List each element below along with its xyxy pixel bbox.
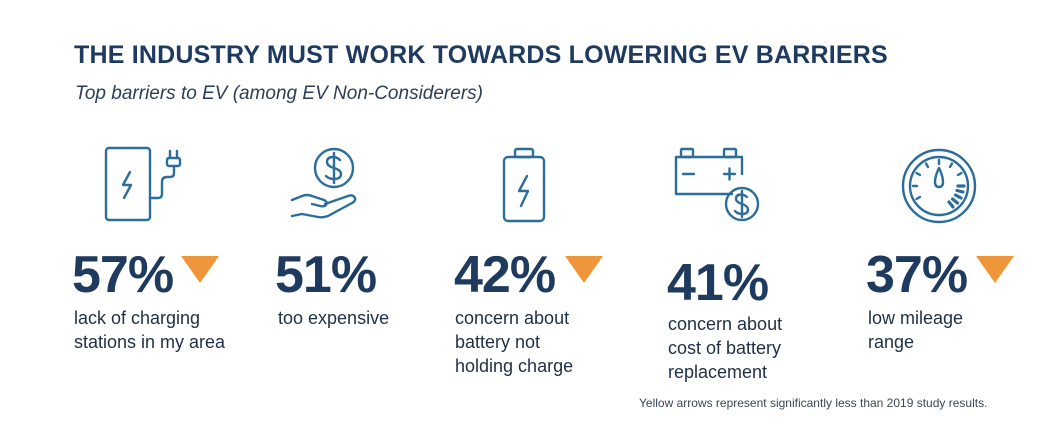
barrier-label-mileage: low mileage range (868, 308, 964, 352)
footnote: Yellow arrows represent significantly le… (639, 396, 988, 410)
page-subtitle: Top barriers to EV (among EV Non-Conside… (75, 83, 483, 104)
stat-value-charging: 57% (72, 246, 174, 304)
stat-value-battery-cost: 41% (667, 254, 769, 312)
stat-value-mileage: 37% (866, 246, 968, 304)
barrier-label-expensive: too expensive (278, 308, 390, 328)
barrier-label-battery-cost: concern about cost of battery replacemen… (668, 314, 783, 382)
battery-icon (500, 146, 548, 224)
barrier-label-charging: lack of charging stations in my area (74, 308, 226, 352)
car-battery-cost-icon (672, 146, 762, 226)
stat-value-battery-charge: 42% (454, 246, 556, 304)
fuel-gauge-icon (899, 146, 979, 226)
money-in-hand-icon (288, 146, 372, 222)
decrease-arrow-icon (976, 256, 1014, 283)
decrease-arrow-icon (565, 256, 603, 283)
stat-value-expensive: 51% (275, 246, 377, 304)
page-title: THE INDUSTRY MUST WORK TOWARDS LOWERING … (74, 41, 888, 69)
barrier-label-battery-charge: concern about battery not holding charge (455, 308, 574, 376)
decrease-arrow-icon (181, 256, 219, 283)
charging-station-icon (104, 146, 184, 222)
